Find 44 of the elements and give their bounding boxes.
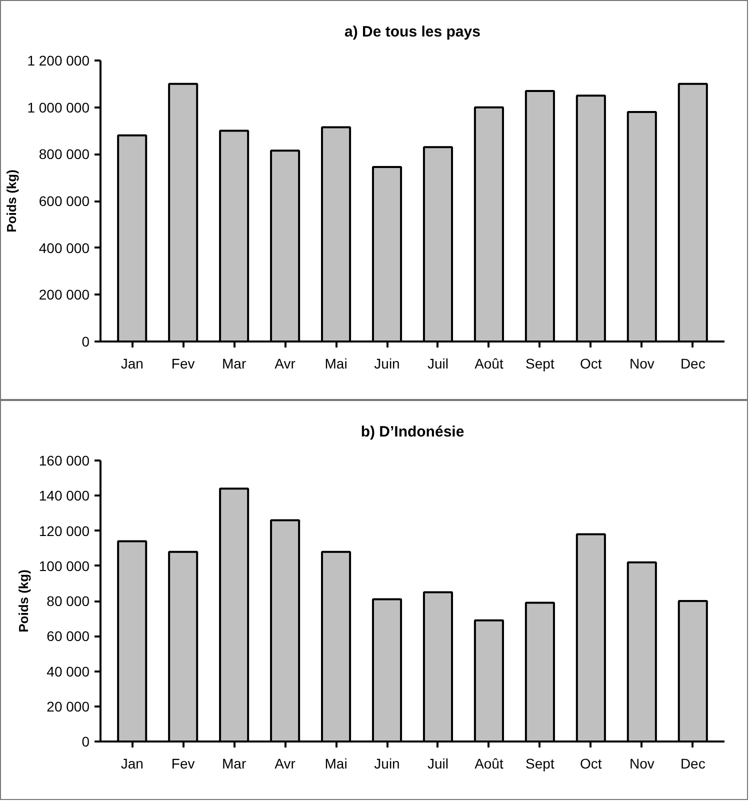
y-tick-label: 600 000 — [38, 193, 90, 209]
x-tick-label: Jan — [120, 356, 144, 372]
x-tick-label: Août — [474, 756, 504, 772]
y-tick-label: 1 000 000 — [27, 99, 90, 116]
y-tick-label: 1 200 000 — [27, 52, 90, 68]
x-tick-label: Dec — [680, 756, 706, 772]
x-tick-label: Dec — [680, 356, 706, 372]
y-tick-label: 60 000 — [46, 628, 90, 644]
x-tick-label: Mai — [324, 356, 348, 372]
y-tick-label: 160 000 — [38, 452, 90, 468]
x-tick-label: Avr — [274, 756, 296, 772]
x-tick-label: Sept — [526, 756, 554, 772]
y-tick-label: 20 000 — [46, 698, 90, 714]
y-tick-label: 200 000 — [38, 286, 90, 303]
y-tick-label: 140 000 — [38, 488, 90, 504]
x-tick-label: Juin — [374, 356, 400, 372]
x-tick-label: Jan — [120, 756, 144, 772]
y-tick-label: 0 — [82, 734, 90, 750]
y-tick-label: 100 000 — [38, 558, 90, 574]
y-axis-title: Poids (kg) — [4, 170, 20, 232]
chart-title: b) D’Indonésie — [360, 424, 464, 440]
x-tick-label: Fev — [171, 356, 195, 372]
y-tick-label: 0 — [82, 334, 90, 350]
y-tick-label: 80 000 — [46, 593, 90, 609]
x-tick-label: Mai — [324, 756, 348, 772]
chart-title: a) De tous les pays — [344, 24, 480, 40]
y-tick-label: 800 000 — [38, 146, 90, 162]
x-tick-label: Juin — [374, 756, 400, 772]
x-tick-label: Juil — [427, 756, 448, 772]
x-tick-label: Oct — [580, 356, 602, 372]
x-tick-label: Sept — [526, 356, 554, 372]
x-tick-label: Juil — [427, 356, 448, 372]
x-tick-label: Avr — [274, 356, 296, 372]
y-tick-label: 400 000 — [38, 240, 90, 256]
x-tick-label: Nov — [629, 756, 654, 772]
y-axis-title: Poids (kg) — [16, 570, 31, 632]
y-tick-label: 40 000 — [46, 663, 90, 680]
x-tick-label: Mar — [222, 356, 246, 372]
x-tick-label: Mar — [222, 756, 246, 772]
x-tick-label: Oct — [580, 756, 602, 772]
y-tick-label: 120 000 — [38, 522, 90, 539]
x-tick-label: Fev — [171, 756, 195, 772]
x-tick-label: Nov — [629, 356, 654, 372]
x-tick-label: Août — [474, 356, 504, 372]
